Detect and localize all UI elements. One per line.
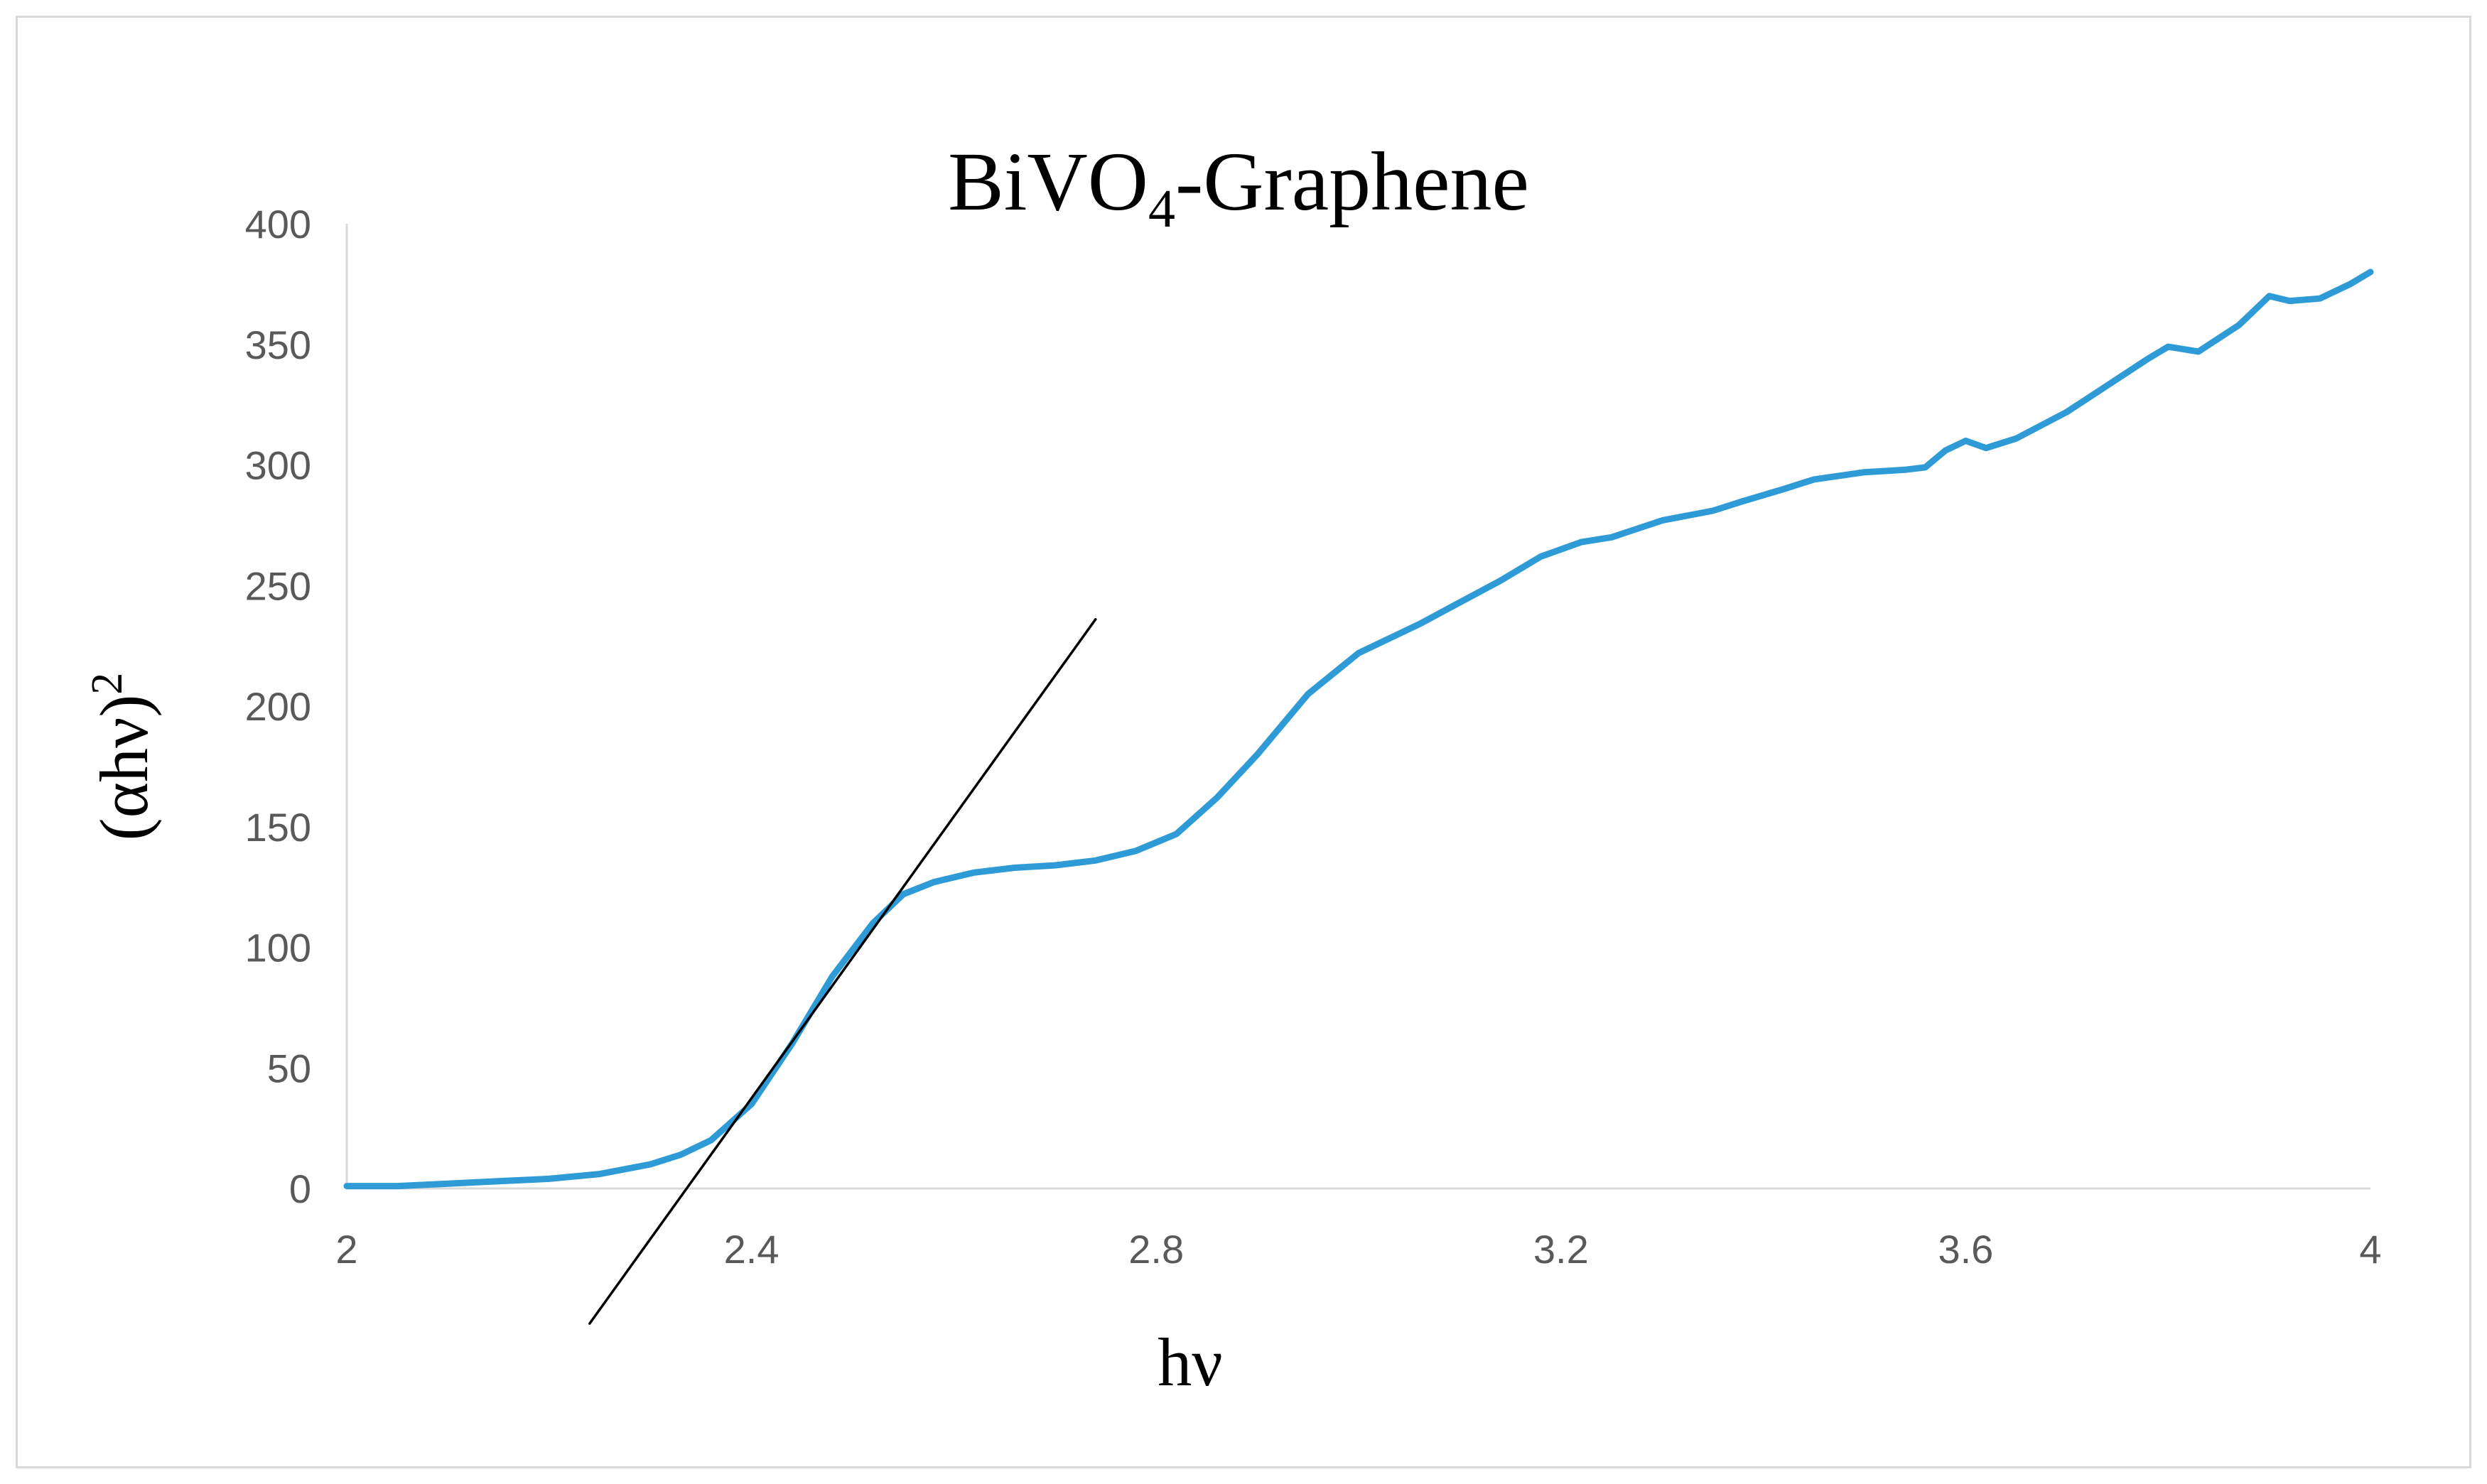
x-tick-label: 4 (2359, 1227, 2381, 1272)
y-tick-label: 250 (245, 563, 311, 608)
chart-title-subscript: 4 (1148, 179, 1175, 239)
y-tick-label: 50 (267, 1046, 311, 1090)
chart-title-suffix: -Graphene (1175, 135, 1529, 228)
y-tick-label: 300 (245, 443, 311, 488)
chart-frame: BiVO4-Graphene 0 50 100 150 200 250 300 350 400 … (16, 16, 2471, 1468)
chart-svg: BiVO4-Graphene 050100150200250300350400 … (83, 135, 2382, 1400)
series-layer (343, 269, 2374, 1325)
x-axis-title: hν (1158, 1324, 1222, 1400)
y-axis-title: (αhν)2 (83, 673, 162, 841)
x-tick-label: 3.6 (1938, 1227, 1993, 1272)
y-axis-title-superscript: 2 (83, 673, 131, 695)
x-tick-label: 3.2 (1533, 1227, 1589, 1272)
x-tick-label: 2.8 (1128, 1227, 1184, 1272)
chart-title-main: BiVO (948, 135, 1148, 228)
tangent-line (588, 618, 1097, 1325)
y-tick-label: 200 (245, 684, 311, 729)
y-tick-labels: 0 50 100 150 200 250 300 350 400 (245, 202, 311, 1211)
y-axis-title-main: (αhν) (86, 695, 162, 841)
y-tick-label: 0 (289, 1166, 311, 1211)
chart-title: BiVO4-Graphene (948, 135, 1529, 239)
data-series-line (343, 269, 2374, 1190)
y-tick-label: 400 (245, 202, 311, 247)
x-tick-label: 2.4 (724, 1227, 779, 1272)
x-tick-labels: 2 2.4 2.8 3.2 3.6 4 (335, 1227, 2381, 1272)
y-tick-label: 150 (245, 805, 311, 850)
y-tick-label: 350 (245, 323, 311, 367)
y-tick-label: 100 (245, 926, 311, 970)
x-tick-label: 2 (335, 1227, 357, 1272)
